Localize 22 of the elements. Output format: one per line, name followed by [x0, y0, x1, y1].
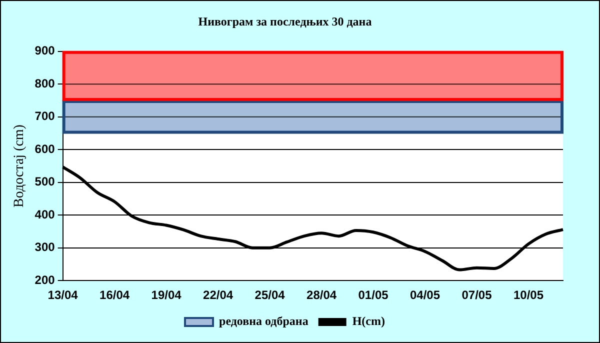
x-tick-label: 19/04	[151, 288, 182, 302]
x-tick-label: 01/05	[358, 288, 389, 302]
x-tick-label: 16/04	[100, 288, 130, 302]
x-tick-label: 28/04	[306, 288, 337, 302]
legend-label: H(cm)	[352, 314, 385, 328]
legend-label: редовна одбрана	[219, 314, 308, 328]
y-tick-label: 300	[34, 240, 56, 254]
x-tick-label: 10/05	[513, 288, 544, 302]
x-tick-label: 13/04	[48, 288, 78, 302]
y-axis-title: Водостај (cm)	[12, 124, 28, 208]
x-tick-label: 22/04	[203, 288, 234, 302]
y-tick-label: 700	[34, 109, 56, 124]
x-tick-label: 04/05	[410, 288, 440, 302]
y-tick-label: 200	[34, 272, 56, 287]
y-tick-label: 800	[34, 76, 56, 90]
chart-title: Нивограм за последњих 30 дана	[198, 14, 372, 28]
y-tick-label: 500	[34, 174, 56, 189]
y-tick-label: 400	[34, 207, 56, 222]
y-tick-label: 600	[34, 142, 56, 156]
x-tick-label: 25/04	[254, 288, 286, 302]
x-tick-label: 07/05	[462, 288, 492, 302]
y-tick-label: 900	[34, 44, 56, 58]
